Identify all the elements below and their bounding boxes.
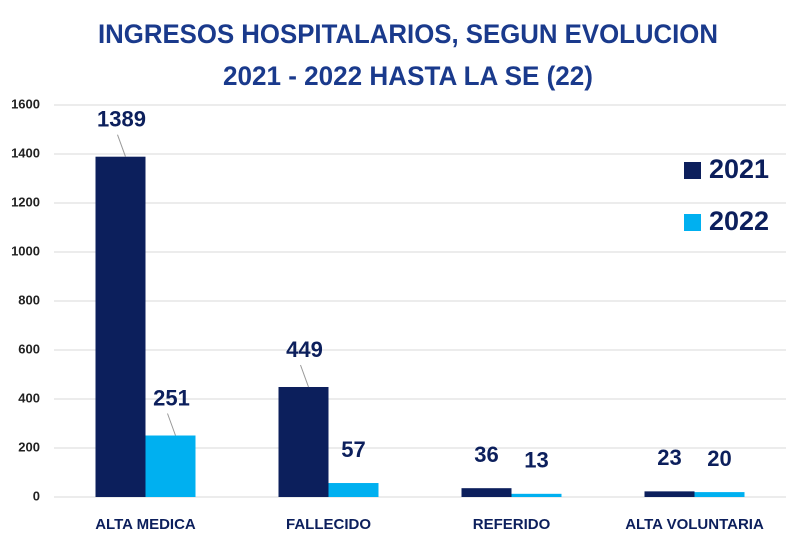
data-label: 23 — [657, 445, 681, 470]
bar — [328, 483, 379, 497]
y-tick-label: 600 — [18, 341, 40, 356]
bar — [278, 386, 329, 497]
label-leader — [300, 364, 309, 388]
y-tick-label: 1400 — [11, 145, 40, 160]
data-label: 449 — [286, 337, 323, 362]
legend-swatch — [684, 162, 701, 179]
data-label: 251 — [153, 385, 190, 410]
bar — [644, 491, 695, 497]
data-label: 13 — [524, 448, 548, 473]
y-tick-label: 1000 — [11, 243, 40, 258]
bar — [461, 488, 512, 497]
x-tick-label: ALTA MEDICA — [95, 516, 196, 533]
data-label: 1389 — [97, 107, 146, 132]
y-tick-label: 0 — [33, 488, 40, 503]
label-leader — [167, 413, 176, 436]
label-leader — [117, 134, 126, 157]
data-label: 36 — [474, 442, 498, 467]
x-tick-label: FALLECIDO — [286, 516, 371, 533]
y-tick-label: 400 — [18, 390, 40, 405]
x-tick-label: REFERIDO — [473, 516, 551, 533]
y-tick-label: 200 — [18, 439, 40, 454]
y-tick-label: 1200 — [11, 194, 40, 209]
bar — [511, 493, 562, 497]
x-tick-label: ALTA VOLUNTARIA — [625, 516, 764, 533]
legend-label: 2021 — [709, 154, 769, 184]
y-tick-label: 1600 — [11, 96, 40, 111]
legend-label: 2022 — [709, 206, 769, 236]
data-label: 57 — [341, 437, 365, 462]
chart-title: INGRESOS HOSPITALARIOS, SEGUN EVOLUCION — [98, 19, 718, 49]
bar — [95, 156, 146, 497]
legend-swatch — [684, 214, 701, 231]
chart-subtitle: 2021 - 2022 HASTA LA SE (22) — [223, 61, 593, 91]
y-tick-label: 800 — [18, 292, 40, 307]
bar — [694, 492, 745, 497]
data-label: 20 — [707, 446, 731, 471]
bar — [145, 435, 196, 497]
